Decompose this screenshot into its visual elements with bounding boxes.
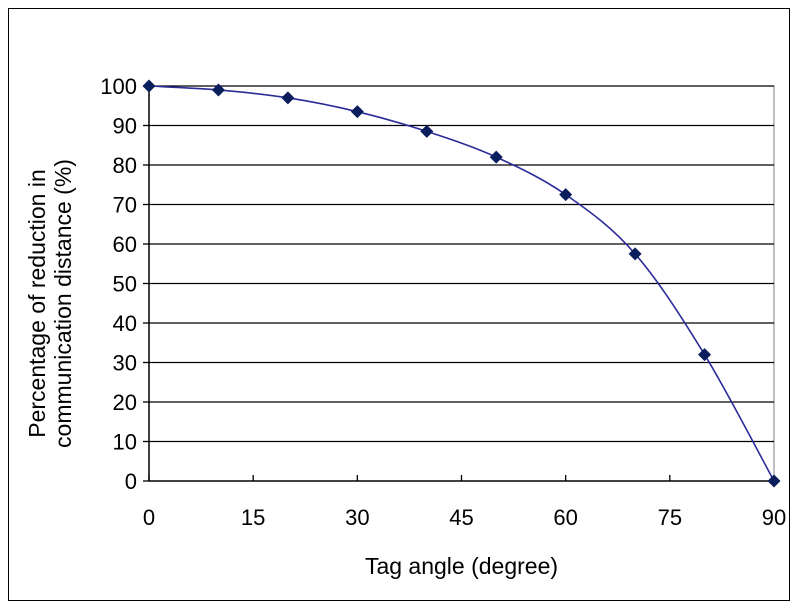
x-tick-labels: 0 15 30 45 60 75 90 — [143, 505, 786, 530]
data-point — [559, 188, 573, 202]
chart-frame: 0 10 20 30 40 50 60 70 80 90 100 0 15 30 45 60 75 90 Tag… — [8, 8, 790, 601]
y-tick-label: 100 — [100, 74, 137, 99]
data-point — [350, 105, 364, 119]
y-axis-label-line: communication distance (%) — [50, 159, 76, 448]
y-tick-label: 10 — [113, 430, 137, 455]
data-point — [211, 83, 225, 97]
y-tick-label: 70 — [113, 193, 137, 218]
chart: 0 10 20 30 40 50 60 70 80 90 100 0 15 30 45 60 75 90 Tag… — [24, 74, 786, 579]
y-tick-label: 40 — [113, 311, 137, 336]
data-point — [489, 150, 503, 164]
y-tick-label: 90 — [113, 114, 137, 139]
data-point — [142, 79, 156, 93]
y-tick-label: 80 — [113, 153, 137, 178]
x-tick-label: 60 — [553, 505, 577, 530]
x-axis-label: Tag angle (degree) — [365, 553, 558, 579]
y-tick-label: 60 — [113, 232, 137, 257]
y-axis-label-line: Percentage of reduction in — [24, 169, 50, 438]
x-tick-label: 75 — [658, 505, 682, 530]
x-tick-label: 45 — [449, 505, 473, 530]
data-series — [142, 79, 781, 488]
y-tick-label: 50 — [113, 272, 137, 297]
y-tick-labels: 0 10 20 30 40 50 60 70 80 90 100 — [100, 74, 137, 494]
data-point — [628, 247, 642, 261]
data-point — [420, 124, 434, 138]
x-tick-label: 30 — [345, 505, 369, 530]
data-point — [281, 91, 295, 105]
gridlines — [143, 85, 774, 482]
x-tick-label: 0 — [143, 505, 155, 530]
data-point — [698, 348, 712, 362]
y-tick-label: 30 — [113, 351, 137, 376]
y-axis-label: Percentage of reduction incommunication … — [24, 159, 76, 448]
y-tick-label: 0 — [125, 469, 137, 494]
x-tick-label: 15 — [241, 505, 265, 530]
data-point — [767, 474, 781, 488]
x-tick-label: 90 — [762, 505, 786, 530]
y-tick-label: 20 — [113, 390, 137, 415]
axes — [148, 86, 775, 482]
